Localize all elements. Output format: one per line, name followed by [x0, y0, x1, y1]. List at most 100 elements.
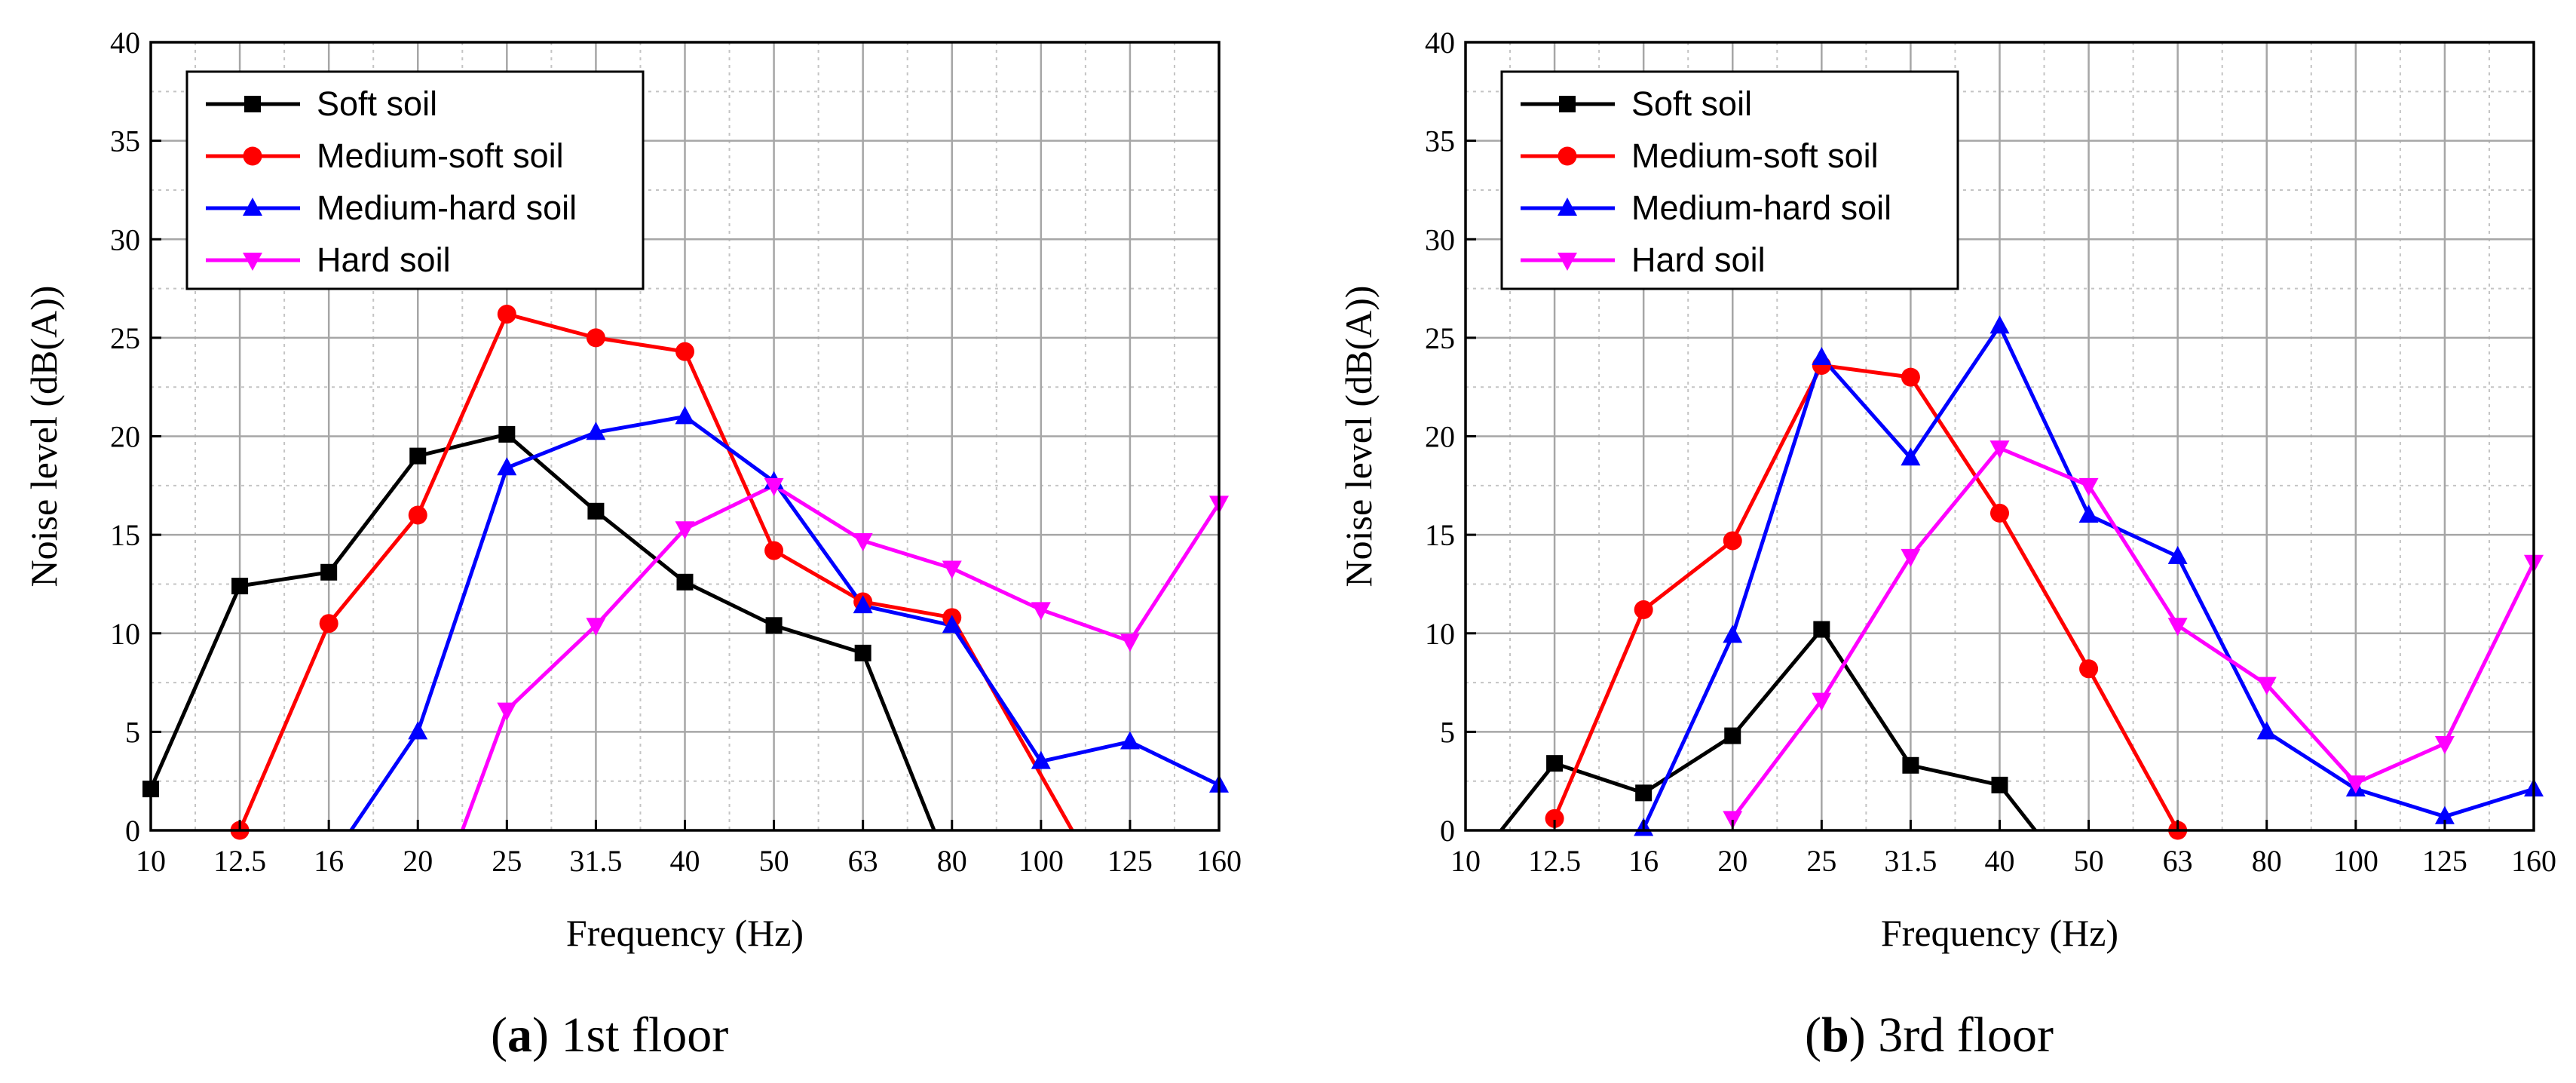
data-point-hard-soil [586, 618, 606, 637]
data-point-soft-soil [1635, 784, 1652, 802]
series-line-medium-soft-soil [1552, 363, 2179, 830]
data-point-soft-soil [1546, 755, 1564, 772]
data-point-medium-soft-soil [1634, 600, 1653, 619]
data-point-soft-soil [765, 617, 783, 634]
data-point-soft-soil [1724, 727, 1741, 744]
caption-a: (a) 1st floor [491, 1008, 729, 1063]
legend: Soft soil Medium-soft soil Medium-hard soi… [185, 70, 645, 290]
x-tick-label: 12.5 [1528, 844, 1581, 878]
data-point-hard-soil [1120, 634, 1140, 652]
data-point-medium-soft-soil [1901, 367, 1920, 387]
x-tick-label: 10 [136, 844, 166, 878]
x-tick-label: 25 [1806, 844, 1836, 878]
data-point-soft-soil [320, 563, 338, 581]
y-tick-label: 30 [1425, 222, 1455, 256]
x-tick-label: 50 [2074, 844, 2104, 878]
y-tick-label: 25 [1425, 321, 1455, 355]
data-point-soft-soil [409, 447, 427, 465]
legend-box [185, 70, 645, 290]
x-tick-label: 10 [1450, 844, 1481, 878]
caption-b-label: b [1821, 1008, 1849, 1063]
data-point-medium-hard-soil [2078, 505, 2099, 523]
legend-label-soft-soil: Soft soil [317, 84, 437, 123]
y-tick-label: 40 [1425, 26, 1455, 60]
legend-marker-medium-hard-soil [1558, 198, 1577, 216]
legend-label-hard-soil: Hard soil [317, 241, 451, 279]
legend-label-medium-soft-soil: Medium-soft soil [1631, 137, 1879, 175]
y-tick-label: 20 [110, 420, 140, 454]
data-point-medium-soft-soil [1723, 531, 1742, 551]
data-point-medium-hard-soil [408, 721, 428, 740]
data-point-hard-soil [2434, 736, 2455, 755]
data-point-medium-soft-soil [408, 505, 427, 525]
data-point-hard-soil [675, 521, 695, 540]
data-point-medium-hard-soil [1812, 347, 1832, 365]
caption-b: (b) 3rd floor [1805, 1008, 2054, 1063]
chart-panel-3rd-floor: 10 12.5 16 20 25 31.5 40 50 63 80 100 125 160 0 5 10 15 2… [1337, 26, 2556, 954]
data-point-medium-hard-soil [853, 595, 873, 614]
data-point-hard-soil [2345, 775, 2366, 794]
legend-label-medium-hard-soil: Medium-hard soil [317, 189, 577, 227]
data-point-hard-soil [764, 477, 784, 496]
x-tick-label: 40 [670, 844, 700, 878]
data-point-soft-soil [498, 425, 516, 443]
caption-a-text: 1st floor [561, 1008, 729, 1063]
data-point-hard-soil [2167, 618, 2188, 637]
x-tick-label: 16 [1628, 844, 1659, 878]
y-tick-label: 5 [1440, 715, 1455, 749]
y-axis-label: Noise level (dB(A)) [1337, 286, 1380, 588]
x-tick-label: 160 [1196, 844, 1242, 878]
x-axis-label: Frequency (Hz) [566, 912, 804, 954]
data-point-medium-hard-soil [942, 615, 962, 634]
x-tick-label: 12.5 [213, 844, 266, 878]
y-tick-label: 35 [1425, 124, 1455, 158]
y-tick-label: 0 [1440, 814, 1455, 848]
data-point-medium-hard-soil [675, 406, 695, 425]
axis-ticks: 10 12.5 16 20 25 31.5 40 50 63 80 100 125 160 0 5 10 15 2… [110, 26, 1242, 878]
data-point-medium-soft-soil [2079, 659, 2099, 679]
axis-ticks: 10 12.5 16 20 25 31.5 40 50 63 80 100 125 160 0 5 10 15 2… [1425, 26, 2556, 878]
legend-marker-hard-soil [243, 253, 262, 271]
series-line-soft-soil [151, 432, 936, 830]
y-tick-label: 40 [110, 26, 140, 60]
data-point-hard-soil [1031, 602, 1051, 621]
y-tick-label: 35 [110, 124, 140, 158]
x-tick-label: 100 [2333, 844, 2378, 878]
data-point-medium-hard-soil [2256, 721, 2277, 740]
x-tick-label: 63 [2163, 844, 2193, 878]
data-point-medium-hard-soil [1901, 447, 1921, 466]
data-point-hard-soil [1901, 548, 1921, 567]
x-tick-label: 31.5 [1884, 844, 1937, 878]
x-tick-label: 80 [2252, 844, 2282, 878]
x-tick-label: 160 [2511, 844, 2556, 878]
caption-a-label: a [507, 1008, 532, 1063]
data-point-medium-hard-soil [2167, 545, 2188, 564]
data-point-medium-hard-soil [1031, 750, 1051, 769]
x-tick-label: 125 [2422, 844, 2467, 878]
x-tick-label: 80 [937, 844, 967, 878]
y-tick-label: 10 [110, 617, 140, 651]
y-tick-label: 20 [1425, 420, 1455, 454]
data-point-soft-soil [1902, 756, 1919, 774]
legend-label-hard-soil: Hard soil [1631, 241, 1766, 279]
legend-marker-soft-soil [244, 96, 261, 112]
y-tick-label: 15 [110, 518, 140, 552]
legend-marker-medium-soft-soil [1558, 146, 1577, 166]
data-point-hard-soil [497, 702, 517, 721]
series-line-medium-soft-soil [237, 312, 1074, 830]
series-line-soft-soil [1499, 627, 2037, 830]
y-tick-label: 25 [110, 321, 140, 355]
y-tick-label: 30 [110, 222, 140, 256]
data-point-medium-soft-soil [675, 342, 694, 361]
data-point-medium-soft-soil [1990, 503, 2009, 523]
legend-box [1500, 70, 1959, 290]
legend: Soft soil Medium-soft soil Medium-hard soi… [1500, 70, 1959, 290]
data-point-hard-soil [1989, 440, 2010, 459]
data-point-hard-soil [1812, 692, 1832, 711]
y-tick-label: 15 [1425, 518, 1455, 552]
x-tick-label: 125 [1107, 844, 1153, 878]
data-point-medium-soft-soil [497, 305, 516, 324]
legend-label-medium-soft-soil: Medium-soft soil [317, 137, 564, 175]
caption-b-text: 3rd floor [1878, 1008, 2054, 1063]
